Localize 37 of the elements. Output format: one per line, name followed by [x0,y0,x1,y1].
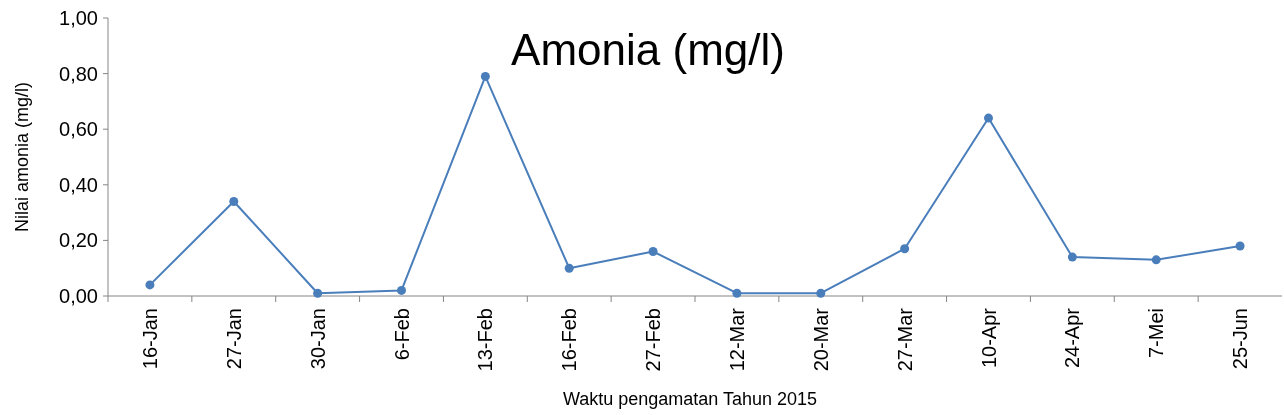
x-axis-title: Waktu pengamatan Tahun 2015 [562,389,818,409]
x-tick-label: 30-Jan [306,308,329,370]
x-tick-label: 7-Mei [1145,308,1168,359]
point [1151,255,1161,265]
x-tick-label: 24-Apr [1061,307,1084,369]
x-tick-label: 6-Feb [390,308,413,361]
point [732,288,742,298]
point [564,263,574,273]
x-tick-label: 10-Apr [977,307,1000,369]
y-tick-label: 0,20 [59,229,98,252]
x-tick-label: 27-Jan [222,308,245,370]
point [900,244,910,254]
point [397,285,406,295]
point [984,113,993,123]
x-tick-label: 16-Feb [558,308,581,372]
point [1235,241,1245,251]
point [229,196,239,206]
chart-title: Amonia (mg/l) [511,25,785,74]
x-tick-label: 27-Feb [642,308,665,372]
x-tick-label: 27-Mar [893,307,916,372]
point [1067,252,1077,262]
x-tick-label: 25-Jun [1229,308,1252,370]
y-axis-title: Nilai amonia (mg/l) [12,81,32,233]
y-tick-label: 0,60 [59,118,98,141]
x-tick-label: 12-Mar [725,307,748,372]
point [480,71,490,81]
x-tick-label: 20-Mar [809,307,832,372]
y-tick-label: 1,00 [59,7,98,29]
y-tick-label: 0,40 [59,173,98,196]
point [648,247,658,257]
x-tick-label: 16-Jan [138,308,161,370]
y-tick-label: 0,80 [59,62,98,85]
point [313,288,323,298]
y-tick-label: 0,00 [59,285,98,307]
point [816,288,826,298]
x-tick-label: 13-Feb [474,308,497,372]
point [145,280,155,290]
